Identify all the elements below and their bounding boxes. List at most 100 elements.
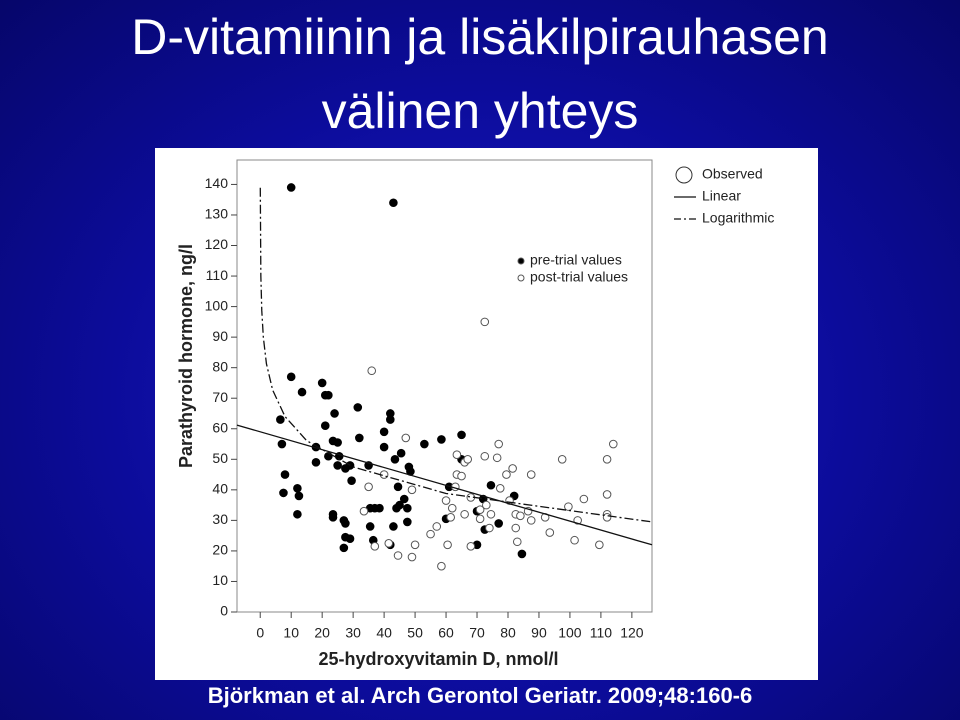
data-point — [396, 448, 406, 458]
slide-title: D-vitamiinin ja lisäkilpirauhasen — [131, 9, 829, 65]
data-point — [294, 491, 304, 501]
data-point — [485, 523, 494, 533]
fit-line — [236, 424, 653, 546]
data-point — [512, 537, 522, 547]
data-point — [447, 503, 457, 513]
y-tick-label: 70 — [212, 389, 228, 405]
data-point — [367, 366, 377, 376]
y-tick-label: 90 — [212, 328, 228, 344]
data-point — [401, 433, 411, 443]
data-point — [480, 451, 490, 461]
data-point — [407, 485, 417, 495]
data-point — [293, 484, 302, 493]
legend-label: Observed — [702, 166, 763, 182]
x-tick-label: 100 — [558, 625, 582, 641]
data-point — [432, 522, 442, 531]
data-point — [579, 494, 589, 504]
data-point — [339, 543, 349, 553]
y-tick-label: 40 — [212, 481, 228, 497]
data-point — [353, 403, 363, 412]
data-point — [426, 529, 435, 539]
data-point — [384, 538, 394, 548]
data-point — [441, 496, 451, 505]
data-point — [602, 454, 612, 464]
data-point — [457, 430, 466, 440]
x-tick-label: 70 — [469, 625, 485, 641]
data-point — [557, 454, 567, 464]
data-point — [297, 387, 307, 397]
data-point — [379, 427, 389, 437]
x-tick-label: 120 — [620, 625, 644, 641]
legend-symbol — [517, 274, 525, 282]
data-point — [517, 549, 527, 559]
data-point — [286, 372, 296, 382]
legend-symbol — [675, 166, 693, 184]
data-point — [293, 509, 302, 519]
data-point — [595, 540, 604, 550]
data-point — [502, 470, 511, 479]
data-point — [446, 513, 455, 522]
x-tick-label: 80 — [500, 625, 516, 641]
data-point — [286, 183, 296, 192]
data-point — [457, 471, 466, 481]
y-tick-label: 100 — [205, 297, 229, 313]
data-point — [347, 476, 356, 485]
y-tick-label: 80 — [212, 358, 228, 374]
data-point — [526, 516, 536, 525]
data-point — [486, 480, 496, 490]
data-point — [364, 482, 373, 492]
data-point — [460, 509, 469, 519]
data-point — [508, 464, 517, 473]
data-point — [492, 453, 502, 463]
data-point — [407, 552, 417, 562]
x-tick-label: 20 — [314, 625, 330, 641]
data-point — [392, 503, 401, 513]
data-point — [511, 523, 521, 533]
legend-label: pre-trial values — [530, 252, 622, 268]
data-point — [393, 551, 403, 560]
data-point — [386, 415, 395, 424]
data-point — [276, 415, 285, 424]
x-axis-label: 25-hydroxyvitamin D, nmol/l — [318, 649, 558, 669]
data-point — [341, 519, 350, 528]
data-point — [466, 542, 476, 551]
data-point — [279, 488, 288, 498]
data-point — [564, 502, 573, 511]
legend-label: Logarithmic — [702, 210, 774, 226]
data-point — [403, 517, 412, 527]
chart: 0 10 20 30 40 50 60 70 80 90 100 110 120 130 140 0 10 20 3… — [155, 148, 818, 680]
data-point — [277, 439, 287, 449]
data-point — [608, 439, 618, 449]
data-point — [475, 505, 485, 514]
data-point — [393, 482, 403, 492]
data-point — [370, 542, 380, 551]
x-tick-label: 110 — [590, 625, 613, 641]
data-point — [311, 458, 321, 467]
data-point — [602, 513, 612, 522]
data-point — [602, 490, 612, 499]
data-point — [355, 433, 364, 443]
data-point — [345, 534, 355, 544]
data-point — [482, 500, 491, 510]
data-point — [437, 561, 446, 571]
slide-title: välinen yhteys — [321, 83, 639, 139]
data-point — [403, 503, 412, 513]
data-point — [494, 439, 503, 449]
y-tick-label: 50 — [212, 450, 228, 466]
x-tick-label: 0 — [256, 625, 264, 641]
data-point — [280, 470, 290, 479]
data-point — [324, 390, 333, 400]
y-tick-label: 110 — [206, 267, 229, 283]
data-point — [328, 513, 338, 522]
data-point — [420, 439, 429, 449]
y-tick-label: 10 — [212, 572, 228, 588]
data-point — [495, 484, 505, 493]
y-tick-label: 60 — [212, 419, 228, 435]
data-point — [480, 317, 490, 327]
x-tick-label: 40 — [376, 625, 392, 641]
data-point — [320, 421, 330, 431]
data-point — [389, 522, 398, 531]
data-point — [333, 438, 342, 447]
y-tick-label: 130 — [205, 206, 229, 222]
